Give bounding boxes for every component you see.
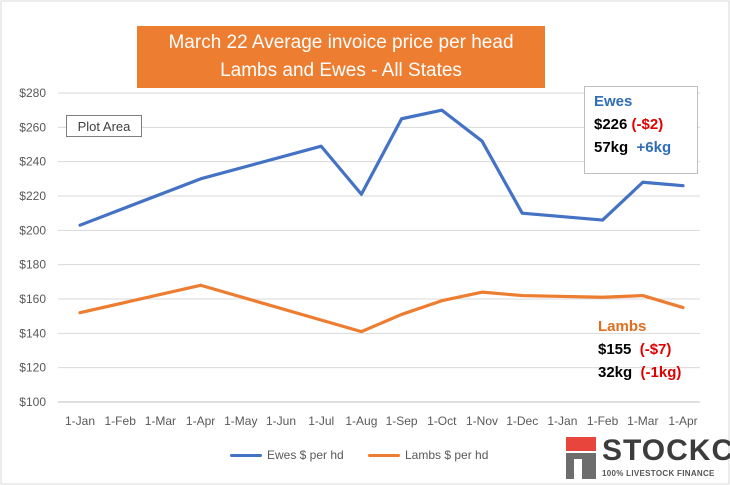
ewes-price-row: $226 (-$2) [594, 116, 697, 133]
x-tick-label: 1-Jan [65, 414, 95, 428]
lambs-price-change: (-$7) [639, 341, 672, 358]
ewes-callout-header: Ewes [594, 93, 633, 110]
lambs-weight-row: 32kg (-1kg) [598, 364, 708, 381]
lambs-callout-header: Lambs [598, 318, 647, 335]
lambs-price-row: $155 (-$7) [598, 341, 708, 358]
plot-area-tooltip: Plot Area [66, 115, 142, 137]
legend-item-ewes: Ewes $ per hd [230, 448, 344, 462]
stockco-logo-mark [566, 437, 596, 479]
x-tick-label: 1-Sep [386, 414, 418, 428]
ewes-weight-row: 57kg +6kg [594, 139, 697, 156]
ewes-price-change: (-$2) [631, 116, 664, 133]
stockco-logo-tagline: 100% LIVESTOCK FINANCE [602, 469, 715, 478]
chart-subtitle: Lambs and Ewes - All States [220, 60, 462, 81]
legend-swatch-lambs [368, 454, 400, 458]
y-tick-label: $200 [19, 223, 46, 237]
legend-label-lambs: Lambs $ per hd [405, 448, 489, 462]
lambs-weight-change: (-1kg) [640, 364, 682, 381]
x-tick-label: 1-Mar [145, 414, 176, 428]
ewes-series-line [78, 108, 685, 227]
x-tick-label: 1-Jul [308, 414, 334, 428]
y-tick-label: $140 [19, 326, 46, 340]
x-tick-label: 1-May [224, 414, 257, 428]
y-tick-label: $180 [19, 258, 46, 272]
chart-title: March 22 Average invoice price per head [168, 32, 514, 53]
chart-title-box: March 22 Average invoice price per head … [137, 26, 545, 88]
legend-item-lambs: Lambs $ per hd [368, 448, 488, 462]
x-tick-label: 1-Jan [547, 414, 577, 428]
x-tick-label: 1-Jun [266, 414, 296, 428]
ewes-weight: 57kg [594, 139, 629, 156]
lambs-price: $155 [598, 341, 632, 358]
ewes-price: $226 [594, 116, 628, 133]
lambs-callout: Lambs $155 (-$7) 32kg (-1kg) [598, 318, 708, 390]
series-lines [78, 108, 685, 334]
x-tick-label: 1-Oct [427, 414, 457, 428]
x-tick-label: 1-Aug [345, 414, 377, 428]
x-tick-label: 1-Mar [627, 414, 658, 428]
x-tick-label: 1-Dec [506, 414, 538, 428]
y-tick-label: $240 [19, 155, 46, 169]
ewes-weight-change: +6kg [636, 139, 672, 156]
x-tick-label: 1-Apr [186, 414, 215, 428]
y-tick-label: $100 [19, 395, 46, 409]
x-axis-ticks: 1-Jan 1-Feb 1-Mar 1-Apr 1-May 1-Jun 1-Jul 1-Aug… [65, 414, 698, 428]
y-axis-ticks: $100 $120 $140 $160 $180 $200 $220 $240 $260 $280 [19, 86, 46, 409]
y-tick-label: $120 [19, 361, 46, 375]
x-tick-label: 1-Feb [587, 414, 619, 428]
y-tick-label: $160 [19, 292, 46, 306]
stockco-logo-text: STOCKCO [602, 434, 730, 467]
y-tick-label: $260 [19, 120, 46, 134]
stockco-logo: STOCKCO 100% LIVESTOCK FINANCE [566, 434, 730, 483]
legend-label-ewes: Ewes $ per hd [267, 448, 344, 462]
x-tick-label: 1-Feb [105, 414, 137, 428]
legend-swatch-ewes [230, 454, 262, 458]
lambs-series-line [78, 283, 685, 334]
x-tick-label: 1-Apr [668, 414, 697, 428]
y-tick-label: $220 [19, 189, 46, 203]
y-tick-label: $280 [19, 86, 46, 100]
x-tick-label: 1-Nov [466, 414, 498, 428]
lambs-weight: 32kg [598, 364, 633, 381]
ewes-callout: Ewes $226 (-$2) 57kg +6kg [584, 86, 698, 174]
